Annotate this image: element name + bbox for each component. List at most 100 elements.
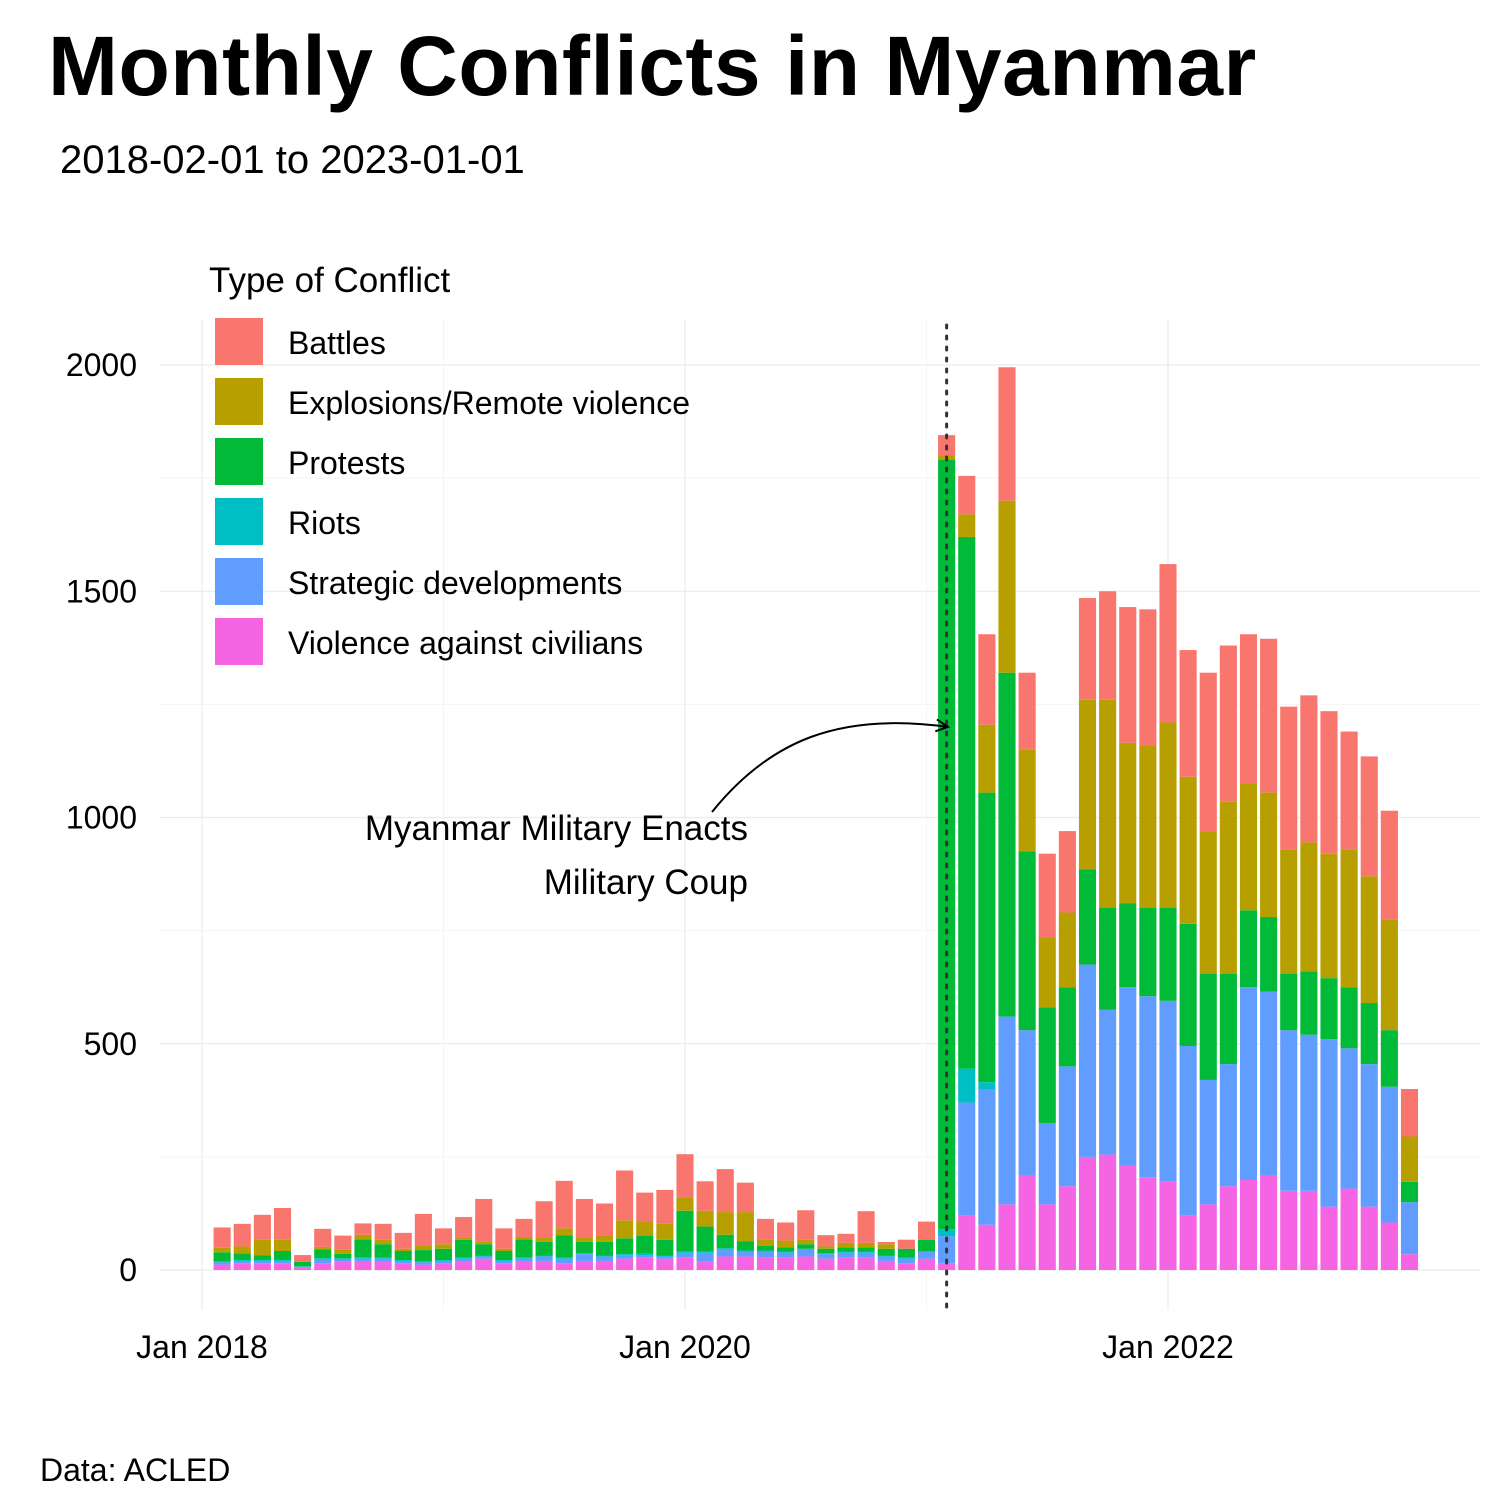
bar-segment: Protests 2018-03: 15 xyxy=(233,1253,251,1261)
bar-segment: Explosions/Remote violence 2021-04: 150 xyxy=(978,724,996,793)
bar-segment: Riots 2019-06: 2 xyxy=(535,1255,553,1257)
bar-segment: Protests 2021-05: 760 xyxy=(998,672,1016,1017)
bar-segment: Violence against civilians 2022-07: 175 xyxy=(1280,1190,1298,1270)
bar-segment: Battles 2020-11: 5 xyxy=(877,1241,895,1245)
bar-segment: Violence against civilians 2022-01: 195 xyxy=(1159,1181,1177,1270)
bar-segment: Strategic developments 2018-10: 5 xyxy=(374,1258,392,1261)
bar-segment: Protests 2018-05: 20 xyxy=(273,1250,292,1261)
bar-segment: Riots 2018-09: 3 xyxy=(354,1257,372,1259)
bar-segment: Battles 2018-12: 70 xyxy=(414,1213,432,1246)
bar-segment: Battles 2018-05: 70 xyxy=(273,1208,292,1240)
bar-segment: Strategic developments 2020-12: 10 xyxy=(897,1258,915,1264)
bar-segment: Violence against civilians 2020-10: 28 xyxy=(857,1257,875,1270)
bar-segment: Strategic developments 2022-05: 425 xyxy=(1239,987,1258,1180)
bar-segment: Protests 2021-06: 395 xyxy=(1018,851,1036,1031)
bar-segment: Battles 2018-03: 50 xyxy=(233,1223,251,1247)
bar-segment: Protests 2022-09: 135 xyxy=(1320,978,1338,1040)
y-tick-label: 1500 xyxy=(66,573,137,609)
bar-segment: Violence against civilians 2020-11: 20 xyxy=(877,1260,895,1270)
bar-segment: Riots 2019-04: 2 xyxy=(495,1260,513,1261)
bar-segment: Explosions/Remote violence 2020-10: 10 xyxy=(857,1242,875,1248)
bar-segment: Violence against civilians 2021-01: 25 xyxy=(917,1258,936,1270)
bar-segment: Protests 2022-08: 140 xyxy=(1300,971,1318,1035)
bar-segment: Violence against civilians 2021-09: 250 xyxy=(1078,1156,1097,1270)
bar-segment: Riots 2020-11: 2 xyxy=(877,1255,895,1257)
bar-segment: Battles 2018-06: 15 xyxy=(294,1255,312,1262)
bar-segment: Strategic developments 2019-11: 5 xyxy=(636,1255,654,1258)
bar-segment: Violence against civilians 2018-03: 15 xyxy=(233,1263,251,1270)
bar-segment: Strategic developments 2020-09: 10 xyxy=(837,1252,855,1258)
bar-segment: Protests 2020-08: 10 xyxy=(817,1248,835,1254)
bar-segment: Protests 2019-10: 35 xyxy=(616,1238,634,1255)
bar-segment: Explosions/Remote violence 2020-02: 35 xyxy=(696,1210,714,1227)
bar-segment: Battles 2021-08: 180 xyxy=(1058,831,1076,913)
bar-segment: Battles 2022-11: 265 xyxy=(1360,756,1378,877)
bar-segment: Violence against civilians 2018-02: 12 xyxy=(213,1264,231,1270)
bar-segment: Protests 2021-11: 185 xyxy=(1119,903,1137,988)
bar-segment: Protests 2019-09: 30 xyxy=(595,1241,614,1256)
bar-segment: Battles 2021-09: 225 xyxy=(1078,598,1097,700)
bar-segment: Riots 2019-10: 2 xyxy=(616,1254,634,1256)
bar-segment: Explosions/Remote violence 2019-08: 10 xyxy=(575,1237,593,1242)
bar-segment: Protests 2019-12: 35 xyxy=(656,1239,674,1256)
bar-segment: Battles 2022-03: 350 xyxy=(1199,672,1217,832)
bar-segment: Riots 2020-09: 2 xyxy=(837,1251,855,1253)
bar-segment: Riots 2018-07: 3 xyxy=(314,1258,332,1260)
bar-segment: Riots 2020-02: 3 xyxy=(696,1251,714,1253)
bar-segment: Strategic developments 2020-07: 15 xyxy=(797,1249,815,1257)
bar-segment: Explosions/Remote violence 2018-05: 25 xyxy=(273,1239,292,1251)
bar-segment: Explosions/Remote violence 2020-11: 10 xyxy=(877,1244,895,1249)
y-tick-label: 0 xyxy=(119,1252,137,1288)
bar-segment: Explosions/Remote violence 2020-07: 10 xyxy=(797,1239,815,1245)
bar-segment: Explosions/Remote violence 2021-10: 460 xyxy=(1099,699,1117,908)
legend-label: Riots xyxy=(288,505,361,541)
bar-segment: Violence against civilians 2021-10: 255 xyxy=(1099,1154,1117,1270)
bar-segment: Strategic developments 2019-08: 15 xyxy=(575,1254,593,1261)
bar-segment: Strategic developments 2020-02: 20 xyxy=(696,1252,714,1262)
bar-segment: Battles 2020-01: 95 xyxy=(676,1154,694,1198)
bar-segment: Protests 2018-02: 20 xyxy=(213,1252,231,1262)
bar-segment: Strategic developments 2021-05: 415 xyxy=(998,1016,1016,1205)
bar-segment: Violence against civilians 2021-02: 15 xyxy=(938,1263,956,1270)
bar-segment: Violence against civilians 2020-09: 28 xyxy=(837,1257,855,1270)
bar-segment: Riots 2021-01: 2 xyxy=(917,1250,936,1252)
bar-segment: Strategic developments 2019-07: 10 xyxy=(555,1258,573,1264)
x-tick-label: Jan 2018 xyxy=(136,1329,268,1365)
bar-segment: Explosions/Remote violence 2021-09: 375 xyxy=(1078,699,1097,870)
bar-segment: Explosions/Remote violence 2019-03: 5 xyxy=(475,1241,493,1245)
bar-segment: Explosions/Remote violence 2020-03: 50 xyxy=(716,1212,734,1235)
bar-segment: Explosions/Remote violence 2018-11: 5 xyxy=(394,1248,412,1251)
bar-segment: Explosions/Remote violence 2022-05: 280 xyxy=(1239,783,1258,911)
bar-segment: Violence against civilians 2021-04: 100 xyxy=(978,1224,996,1270)
bar-segment: Violence against civilians 2019-07: 15 xyxy=(555,1263,573,1270)
bar-segment: Battles 2020-03: 95 xyxy=(716,1169,734,1213)
bar-segment: Strategic developments 2020-04: 10 xyxy=(736,1251,754,1257)
bar-segment: Strategic developments 2020-03: 15 xyxy=(716,1249,734,1257)
bar-segment: Strategic developments 2021-06: 320 xyxy=(1018,1030,1036,1175)
bar-segment: Strategic developments 2021-12: 400 xyxy=(1139,996,1157,1178)
legend: Type of Conflict Battles Explosions/Remote… xyxy=(209,261,690,665)
bar-segment: Strategic developments 2019-02: 5 xyxy=(455,1258,473,1261)
bar-segment: Violence against civilians 2019-04: 15 xyxy=(495,1263,513,1270)
bar-segment: Battles 2018-08: 30 xyxy=(334,1235,352,1250)
chart-title: Monthly Conflicts in Myanmar xyxy=(48,19,1257,113)
bar-segment: Strategic developments 2022-01: 400 xyxy=(1159,1000,1177,1182)
legend-label: Strategic developments xyxy=(288,565,622,601)
bar-segment: Strategic developments 2020-01: 10 xyxy=(676,1252,694,1258)
bar-segment: Violence against civilians 2020-07: 30 xyxy=(797,1256,815,1270)
bar-segment: Riots 2018-11: 2 xyxy=(394,1260,412,1261)
bar-segment: Explosions/Remote violence 2019-02: 5 xyxy=(455,1237,473,1240)
bar-segment: Violence against civilians 2020-06: 28 xyxy=(777,1257,795,1270)
bar-segment: Battles 2022-04: 345 xyxy=(1219,645,1237,802)
legend-swatch xyxy=(215,618,263,665)
bar-segment: Violence against civilians 2022-06: 210 xyxy=(1260,1174,1278,1270)
bar-segment: Protests 2020-04: 20 xyxy=(736,1241,754,1251)
bar-segment: Strategic developments 2022-02: 375 xyxy=(1179,1046,1197,1216)
bar-segment: Protests 2020-12: 20 xyxy=(897,1248,915,1258)
bar-segment: Riots 2018-05: 2 xyxy=(273,1260,292,1261)
bar-segment: Violence against civilians 2019-01: 15 xyxy=(434,1263,453,1270)
annotation-label: Myanmar Military Enacts xyxy=(365,809,748,848)
bar-segment: Riots 2019-03: 2 xyxy=(475,1255,493,1257)
bar-segment: Battles 2020-08: 25 xyxy=(817,1235,835,1247)
bar-segment: Strategic developments 2020-06: 10 xyxy=(777,1252,795,1258)
